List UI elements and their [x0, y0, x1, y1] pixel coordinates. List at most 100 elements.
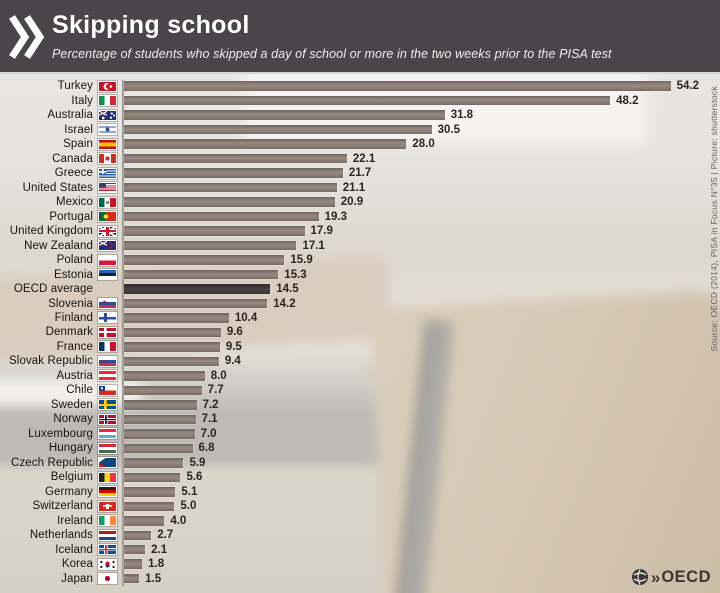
chart-row: Luxembourg 7.0 — [2, 427, 717, 441]
flag-cl-icon — [98, 384, 117, 396]
chart-row: Chile 7.7 — [2, 383, 717, 397]
bar-track: 17.9 — [124, 225, 717, 237]
bar — [124, 168, 343, 178]
flag-ch-icon — [98, 500, 117, 512]
country-label: Israel — [64, 123, 93, 136]
bar-track: 22.1 — [124, 153, 717, 165]
country-label: New Zealand — [24, 239, 93, 252]
bar-track: 54.2 — [124, 80, 717, 92]
country-label: Korea — [61, 558, 93, 571]
bar-track: 4.0 — [124, 515, 717, 527]
flag-at-icon — [98, 370, 117, 382]
bar-value: 9.5 — [225, 340, 242, 353]
bar-value: 17.9 — [310, 225, 333, 238]
bar-value: 9.6 — [226, 326, 243, 339]
flag-us-icon — [98, 182, 117, 194]
bar-value: 14.2 — [273, 297, 296, 310]
flag-ee-icon — [98, 269, 117, 281]
oecd-logo-text: OECD — [661, 567, 711, 586]
bar-track: 1.8 — [124, 558, 717, 570]
bar-track: 7.7 — [124, 384, 717, 396]
chart-row: France 9.5 — [2, 340, 717, 354]
bar-value: 4.0 — [170, 514, 187, 527]
bar — [124, 110, 445, 120]
bar-track: 21.1 — [124, 182, 717, 194]
bar-track: 17.1 — [124, 240, 717, 252]
bar-track: 2.7 — [124, 529, 717, 541]
bar — [124, 298, 268, 309]
chart-row: New Zealand 17.1 — [2, 238, 717, 252]
bar — [124, 95, 611, 106]
flag-sk-icon — [98, 355, 117, 367]
bar-value: 5.0 — [180, 500, 197, 513]
country-label: United States — [22, 181, 93, 194]
chart-row: Spain 28.0 — [2, 137, 717, 151]
flag-pt-icon — [98, 211, 117, 223]
y-axis-line — [122, 80, 124, 586]
bar-value: 1.8 — [148, 558, 165, 571]
bar-track: 7.1 — [124, 413, 717, 425]
country-label: Netherlands — [29, 529, 93, 542]
flag-si-icon — [98, 298, 117, 309]
flag-lu-icon — [98, 428, 117, 440]
bar-track: 10.4 — [124, 312, 717, 324]
flag-pl-icon — [98, 254, 117, 266]
country-label: Switzerland — [32, 500, 93, 513]
bar-value: 5.1 — [181, 485, 198, 498]
bar-value: 31.8 — [450, 109, 474, 122]
flag-nz-icon — [98, 240, 117, 252]
page-title: Skipping school — [52, 11, 250, 39]
bar-value: 6.8 — [198, 442, 215, 455]
country-label: OECD average — [13, 283, 93, 296]
bar — [124, 501, 175, 512]
bar-value: 20.9 — [340, 196, 364, 209]
bar — [124, 182, 337, 193]
country-label: Czech Republic — [11, 456, 93, 469]
country-label: Slovenia — [48, 297, 93, 310]
bar — [124, 313, 229, 323]
bar-track: 7.2 — [124, 399, 717, 411]
flag-au-icon — [98, 109, 117, 121]
bar-value: 15.9 — [290, 254, 313, 267]
chart-row: Slovak Republic 9.4 — [2, 354, 717, 368]
bar-value: 2.7 — [157, 529, 174, 542]
chart-row: Australia 31.8 — [2, 108, 717, 122]
bar-track: 28.0 — [124, 138, 717, 150]
chart-row: Korea 1.8 — [2, 557, 717, 571]
oecd-logo-chevrons: » — [650, 567, 661, 587]
bar-track: 21.7 — [124, 167, 717, 179]
bar-value: 10.4 — [234, 311, 258, 324]
bar-value: 54.2 — [676, 80, 700, 93]
flag-dk-icon — [98, 326, 117, 338]
country-label: Mexico — [55, 196, 93, 209]
flag-no-icon — [98, 413, 117, 425]
country-label: Greece — [54, 167, 93, 180]
chart-row: Ireland 4.0 — [2, 514, 717, 528]
chart-row: Finland 10.4 — [2, 311, 717, 325]
bar-track: 14.5 — [124, 283, 717, 295]
chart-row: Sweden 7.2 — [2, 398, 717, 412]
chart-row: OECD average 14.5 — [2, 282, 717, 296]
bar-value: 21.1 — [342, 181, 366, 194]
flag-il-icon — [98, 124, 117, 136]
country-label: Chile — [66, 384, 93, 397]
chart-row: United Kingdom 17.9 — [2, 224, 717, 238]
country-label: Luxembourg — [28, 427, 93, 440]
bar-value: 48.2 — [616, 94, 639, 107]
bar — [124, 226, 305, 236]
chart-row: Germany 5.1 — [2, 485, 717, 499]
bar — [124, 284, 271, 294]
chart-row: Greece 21.7 — [2, 166, 717, 180]
country-label: Sweden — [50, 398, 93, 411]
bar — [124, 197, 335, 207]
bar-value: 5.9 — [189, 456, 206, 469]
bar-value: 9.4 — [224, 355, 241, 368]
country-label: France — [56, 340, 93, 353]
bar-track: 20.9 — [124, 196, 717, 208]
chart-row: Estonia 15.3 — [2, 267, 717, 281]
flag-fr-icon — [98, 341, 117, 353]
country-label: Estonia — [53, 268, 93, 281]
bar — [124, 240, 297, 251]
bar — [124, 573, 140, 584]
bar-track: 9.4 — [124, 355, 717, 367]
